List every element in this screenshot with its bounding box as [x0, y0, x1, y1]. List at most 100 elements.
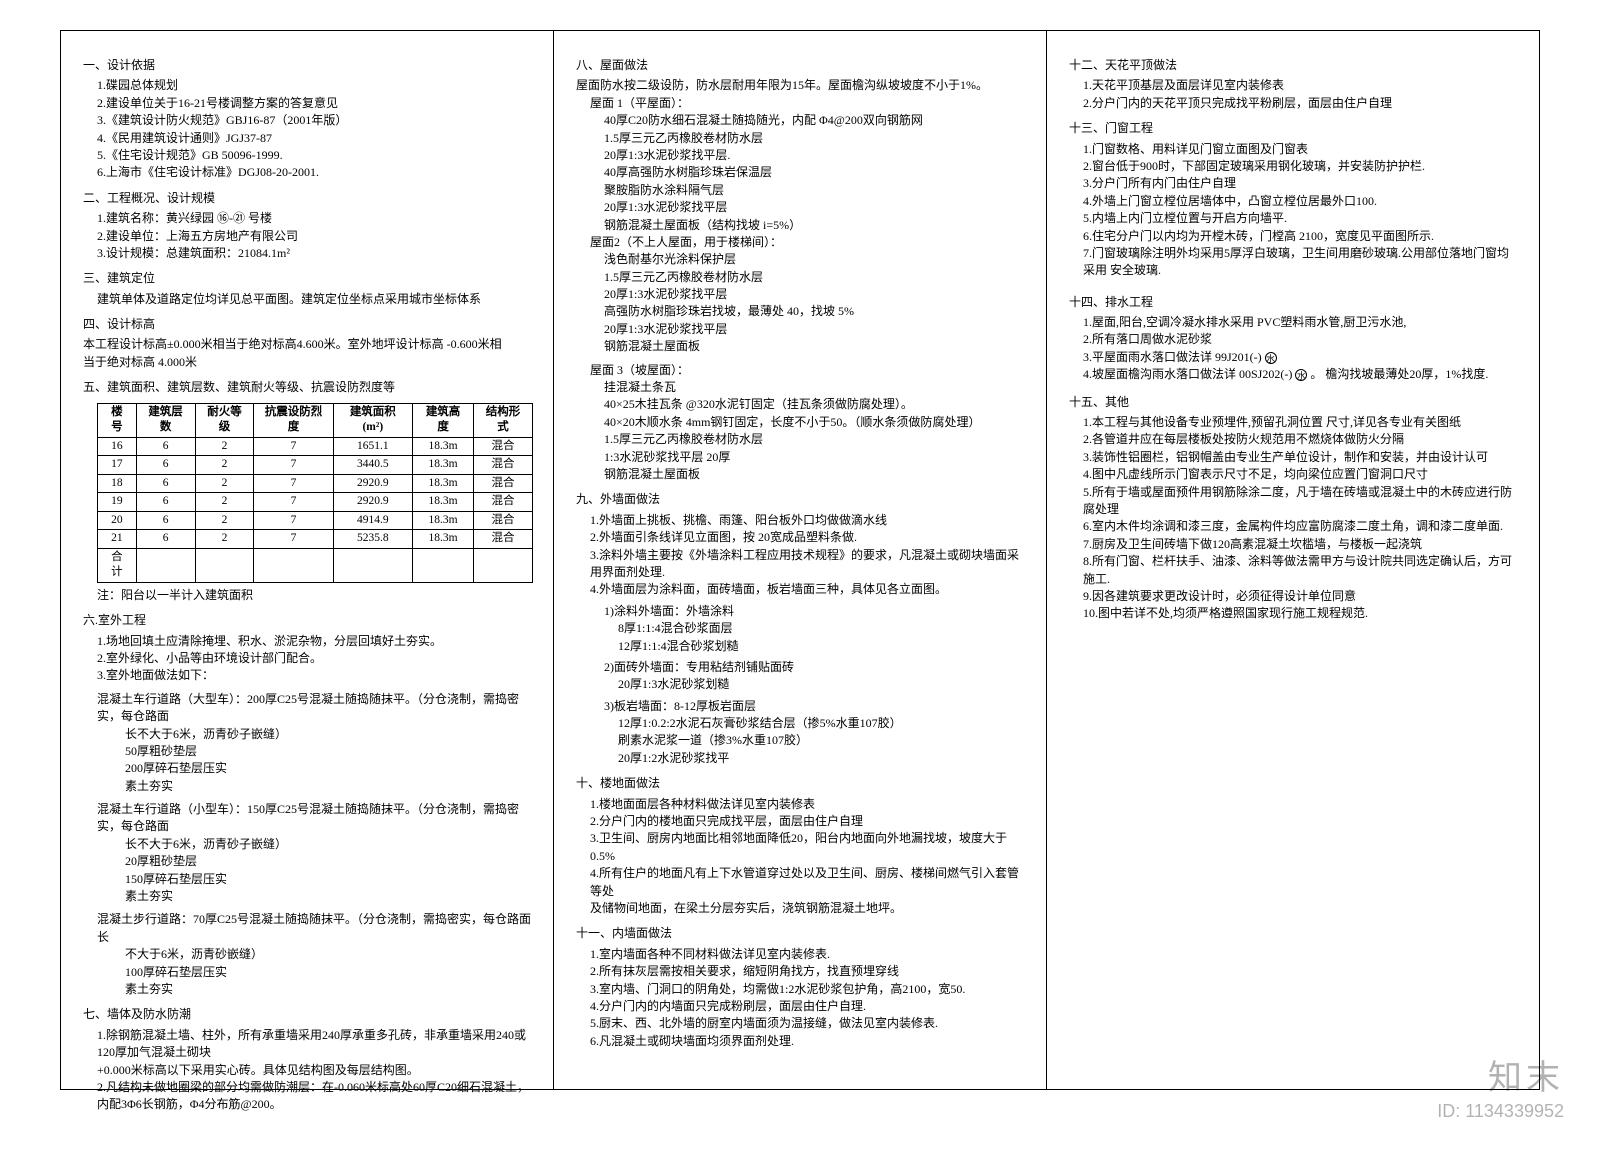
section-15-heading: 十五、其他 [1069, 394, 1519, 411]
text-line: 3.涂料外墙主要按《外墙涂料工程应用技术规程》的要求，凡混凝土或砌块墙面采用界面… [590, 547, 1026, 582]
text-line: 1.除钢筋混凝土墙、柱外，所有承重墙采用240厚承重多孔砖，非承重墙采用240或… [97, 1027, 533, 1079]
text-line: 6.上海市《住宅设计标准》DGJ08-20-2001. [97, 164, 533, 181]
column-3: 十二、天花平顶做法 1.天花平顶基层及面层详见室内装修表 2.分户门内的天花平顶… [1047, 31, 1539, 1089]
text-line: 1.天花平顶基层及面层详见室内装修表 [1083, 77, 1519, 94]
table-header: 建筑面积(m²) [333, 403, 413, 437]
text-line: 1:3水泥砂浆找平层 20厚 [604, 449, 1026, 466]
text-line: 8.所有门窗、栏杆扶手、油漆、涂料等做法需甲方与设计院共同选定确认后，方可施工. [1083, 553, 1519, 588]
table-cell: 3440.5 [333, 456, 413, 475]
text-line: 1.建筑名称：黄兴绿园 ⑯-㉑ 号楼 [97, 210, 533, 227]
table-cell: 混合 [474, 511, 533, 530]
text-line: 20厚1:3水泥砂浆找平层 [604, 286, 1026, 303]
text-line: 2.室外绿化、小品等由环境设计部门配合。 [97, 650, 533, 667]
text-line: 2.窗台低于900时，下部固定玻璃采用钢化玻璃，并安装防护护栏. [1083, 158, 1519, 175]
text-line: 10.图中若详不处,均须严格遵照国家现行施工规程规范. [1083, 605, 1519, 622]
text-line: 2.建设单位：上海五方房地产有限公司 [97, 228, 533, 245]
text-line: 长不大于6米，沥青砂子嵌缝） [125, 836, 533, 853]
table-cell [474, 548, 533, 582]
text-line: 素土夯实 [125, 778, 533, 795]
text-line: 长不大于6米，沥青砂子嵌缝） [125, 726, 533, 743]
section-9-heading: 九、外墙面做法 [576, 491, 1026, 508]
text-line: 钢筋混凝土屋面板 [604, 338, 1026, 355]
table-cell: 7 [254, 493, 333, 512]
table-cell: 6 [136, 456, 195, 475]
table-cell: 18.3m [413, 474, 474, 493]
text-span: 4.坡屋面檐沟雨水落口做法详 00SJ202(-) [1083, 367, 1292, 381]
table-cell: 6 [136, 530, 195, 549]
text-line: 刷素水泥浆一道（掺3%水重107胶） [618, 732, 1026, 749]
section-6-heading: 六.室外工程 [83, 612, 533, 629]
table-header: 建筑层数 [136, 403, 195, 437]
text-line: 9.因各建筑要求更改设计时，必须征得设计单位同意 [1083, 588, 1519, 605]
wall-finish-heading: 1)涂料外墙面：外墙涂料 [604, 603, 1026, 620]
text-line: 40厚C20防水细石混凝土随捣随光，内配 Φ4@200双向钢筋网 [604, 112, 1026, 129]
text-line: 本工程设计标高±0.000米相当于绝对标高4.600米。室外地坪设计标高 -0.… [83, 336, 533, 371]
text-line: 1.外墙面上挑板、挑檐、雨篷、阳台板外口均做做滴水线 [590, 512, 1026, 529]
table-cell: 2 [195, 437, 254, 456]
road-spec-heading: 混凝土步行道路：70厚C25号混凝土随捣随抹平。（分仓浇制，需捣密实，每仓路面长 [97, 911, 533, 946]
table-cell: 7 [254, 511, 333, 530]
text-line: 12厚1:0.2:2水泥石灰膏砂浆结合层（掺5%水重107胶） [618, 715, 1026, 732]
text-line: 高强防水树脂珍珠岩找坡，最薄处 40，找坡 5% [604, 303, 1026, 320]
table-cell: 5235.8 [333, 530, 413, 549]
section-3-heading: 三、建筑定位 [83, 270, 533, 287]
text-line: 1.5厚三元乙丙橡胶卷材防水层 [604, 269, 1026, 286]
wall-finish-heading: 2)面砖外墙面：专用粘结剂铺贴面砖 [604, 659, 1026, 676]
table-cell: 4914.9 [333, 511, 413, 530]
text-line: 7.门窗玻璃除注明外均采用5厚浮白玻璃，卫生间用磨砂玻璃.公用部位落地门窗均采用… [1083, 245, 1519, 280]
text-line: 6.住宅分户门以内均为开樘木砖，门樘高 2100，宽度见平面图所示. [1083, 228, 1519, 245]
table-cell: 18 [98, 474, 137, 493]
text-line: 4.坡屋面檐沟雨水落口做法详 00SJ202(-) 水 。 檐沟找坡最薄处20厚… [1083, 366, 1519, 383]
table-cell: 18.3m [413, 493, 474, 512]
text-line: 3.室外地面做法如下： [97, 667, 533, 684]
text-line: 1.楼地面面层各种材料做法详见室内装修表 [590, 796, 1026, 813]
text-line: 200厚碎石垫层压实 [125, 760, 533, 777]
section-4-heading: 四、设计标高 [83, 316, 533, 333]
text-line: 素土夯实 [125, 888, 533, 905]
text-line: 20厚1:3水泥砂浆找平层. [604, 147, 1026, 164]
text-line: 20厚1:3水泥砂浆找平层 [604, 321, 1026, 338]
table-cell: 18.3m [413, 530, 474, 549]
text-line: 5.《住宅设计规范》GB 50096-1999. [97, 147, 533, 164]
section-5-heading: 五、建筑面积、建筑层数、建筑耐火等级、抗震设防烈度等 [83, 379, 533, 396]
text-line: 5.所有于墙或屋面预件用钢筋除涂二度，凡于墙在砖墙或混凝土中的木砖应进行防腐处理 [1083, 484, 1519, 519]
table-header: 结构形式 [474, 403, 533, 437]
section-10-heading: 十、楼地面做法 [576, 775, 1026, 792]
text-line: 20厚1:3水泥砂浆找平层 [604, 199, 1026, 216]
table-cell: 2920.9 [333, 474, 413, 493]
table-cell: 合计 [98, 548, 137, 582]
text-line: 12厚1:1:4混合砂浆划糙 [618, 638, 1026, 655]
text-line: 8厚1:1:4混合砂浆面层 [618, 620, 1026, 637]
table-cell: 2 [195, 493, 254, 512]
text-line: 建筑单体及道路定位均详见总平面图。建筑定位坐标点采用城市坐标体系 [97, 291, 533, 308]
brand-id: ID: 1134339952 [1437, 1101, 1564, 1122]
text-line: 7.厨房及卫生间砖墙下做120高素混凝土坎槛墙，与楼板一起浇筑 [1083, 536, 1519, 553]
table-header: 耐火等级 [195, 403, 254, 437]
text-line: 1.室内墙面各种不同材料做法详见室内装修表. [590, 946, 1026, 963]
table-cell: 7 [254, 437, 333, 456]
table-header: 楼号 [98, 403, 137, 437]
text-line: 1.场地回填土应清除掩埋、积水、淤泥杂物，分层回填好土夯实。 [97, 633, 533, 650]
table-cell: 混合 [474, 456, 533, 475]
text-span: 。 檐沟找坡最薄处20厚，1%找度. [1310, 367, 1488, 381]
text-line: 3.卫生间、厨房内地面比相邻地面降低20，阳台内地面向外地漏找坡，坡度大于0.5… [590, 830, 1026, 865]
table-row: 216275235.818.3m混合 [98, 530, 533, 549]
text-line: 1.屋面,阳台,空调冷凝水排水采用 PVC塑料雨水管,厨卫污水池, [1083, 314, 1519, 331]
text-line: 5.厨末、西、北外墙的厨室内墙面须为温接缝，做法见室内装修表. [590, 1015, 1026, 1032]
text-line: 屋面防水按二级设防，防水层耐用年限为15年。屋面檐沟纵坡坡度不小于1%。 [576, 77, 1026, 94]
table-row: 合计 [98, 548, 533, 582]
table-cell: 18.3m [413, 437, 474, 456]
text-line: 20厚1:3水泥砂浆划糙 [618, 676, 1026, 693]
section-7-heading: 七、墙体及防水防潮 [83, 1006, 533, 1023]
text-line: 3.平屋面雨水落口做法详 99J201(-) 水 [1083, 349, 1519, 366]
text-line: 素土夯实 [125, 981, 533, 998]
text-line: 1.5厚三元乙丙橡胶卷材防水层 [604, 431, 1026, 448]
text-line: 1.碟园总体规划 [97, 77, 533, 94]
table-cell: 2 [195, 474, 254, 493]
building-data-table: 楼号建筑层数耐火等级抗震设防烈度建筑面积(m²)建筑高度结构形式 1662716… [97, 403, 533, 583]
table-cell: 2 [195, 511, 254, 530]
text-span: 3.平屋面雨水落口做法详 99J201(-) [1083, 350, 1262, 364]
text-line: 2.外墙面引条线详见立面图，按 20宽成品塑料条做. [590, 529, 1026, 546]
table-row: 176273440.518.3m混合 [98, 456, 533, 475]
table-row: 206274914.918.3m混合 [98, 511, 533, 530]
